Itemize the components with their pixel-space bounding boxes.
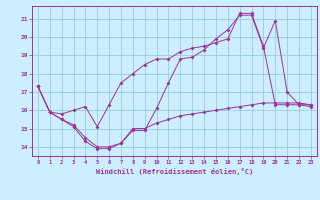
X-axis label: Windchill (Refroidissement éolien,°C): Windchill (Refroidissement éolien,°C) (96, 168, 253, 175)
